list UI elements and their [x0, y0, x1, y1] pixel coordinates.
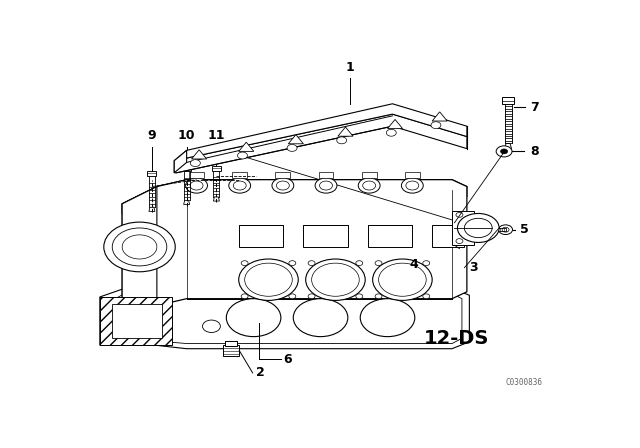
Circle shape: [499, 225, 513, 234]
Text: 6: 6: [284, 353, 292, 366]
Circle shape: [375, 294, 382, 299]
Bar: [362, 172, 376, 178]
Circle shape: [356, 261, 363, 266]
Circle shape: [496, 146, 512, 157]
Circle shape: [358, 178, 380, 193]
Text: 2: 2: [256, 366, 265, 379]
Polygon shape: [122, 180, 467, 214]
Polygon shape: [502, 97, 514, 104]
Polygon shape: [239, 142, 254, 151]
Circle shape: [289, 261, 296, 266]
Polygon shape: [212, 165, 221, 171]
Polygon shape: [388, 120, 403, 129]
Circle shape: [241, 261, 248, 266]
Text: 8: 8: [530, 145, 538, 158]
Text: 5: 5: [520, 223, 529, 236]
Circle shape: [315, 178, 337, 193]
Circle shape: [241, 294, 248, 299]
Circle shape: [272, 178, 294, 193]
Circle shape: [423, 261, 429, 266]
Circle shape: [186, 178, 207, 193]
Bar: [303, 224, 348, 247]
Bar: [319, 172, 333, 178]
Circle shape: [227, 299, 281, 336]
Bar: [239, 224, 284, 247]
Polygon shape: [213, 197, 220, 201]
Circle shape: [104, 222, 175, 272]
Polygon shape: [484, 228, 486, 232]
Circle shape: [356, 294, 363, 299]
Text: 12-DS: 12-DS: [424, 329, 490, 348]
Circle shape: [308, 294, 315, 299]
Circle shape: [202, 320, 220, 332]
Bar: [275, 172, 291, 178]
Circle shape: [191, 159, 200, 167]
Circle shape: [239, 259, 298, 301]
Bar: [432, 224, 465, 247]
Polygon shape: [149, 207, 155, 211]
Circle shape: [306, 259, 365, 301]
Polygon shape: [174, 104, 467, 161]
Polygon shape: [122, 186, 157, 309]
Polygon shape: [122, 180, 467, 309]
Text: 4: 4: [410, 258, 419, 271]
Bar: [405, 172, 420, 178]
Text: 9: 9: [148, 129, 156, 142]
Circle shape: [308, 261, 315, 266]
Circle shape: [237, 152, 248, 159]
Bar: [112, 304, 162, 338]
Bar: [368, 224, 412, 247]
Circle shape: [337, 137, 347, 144]
Circle shape: [423, 294, 429, 299]
Polygon shape: [432, 112, 447, 121]
Bar: [225, 341, 237, 346]
Circle shape: [500, 149, 508, 154]
Text: C0300836: C0300836: [506, 378, 543, 387]
Circle shape: [289, 294, 296, 299]
Circle shape: [287, 145, 297, 151]
Circle shape: [401, 178, 423, 193]
Text: 10: 10: [178, 129, 195, 142]
Polygon shape: [191, 150, 207, 159]
Polygon shape: [504, 143, 511, 149]
Circle shape: [360, 299, 415, 336]
Polygon shape: [174, 114, 467, 173]
Circle shape: [229, 178, 251, 193]
Circle shape: [375, 261, 382, 266]
Polygon shape: [452, 211, 474, 245]
Polygon shape: [112, 293, 462, 344]
Circle shape: [431, 122, 441, 129]
Circle shape: [293, 299, 348, 336]
Polygon shape: [147, 171, 156, 176]
Text: 11: 11: [207, 129, 225, 142]
Circle shape: [458, 214, 499, 242]
Circle shape: [387, 129, 396, 136]
Bar: [189, 172, 204, 178]
Text: 7: 7: [530, 101, 539, 114]
Polygon shape: [174, 151, 187, 173]
Polygon shape: [288, 134, 303, 144]
Polygon shape: [100, 289, 469, 349]
Bar: [232, 172, 247, 178]
Polygon shape: [338, 127, 353, 136]
Text: 1: 1: [346, 61, 355, 74]
Bar: [223, 345, 239, 356]
Polygon shape: [100, 297, 172, 345]
Polygon shape: [486, 228, 506, 232]
Circle shape: [372, 259, 432, 301]
Text: 3: 3: [469, 261, 478, 274]
Polygon shape: [184, 200, 189, 204]
Polygon shape: [182, 165, 191, 171]
